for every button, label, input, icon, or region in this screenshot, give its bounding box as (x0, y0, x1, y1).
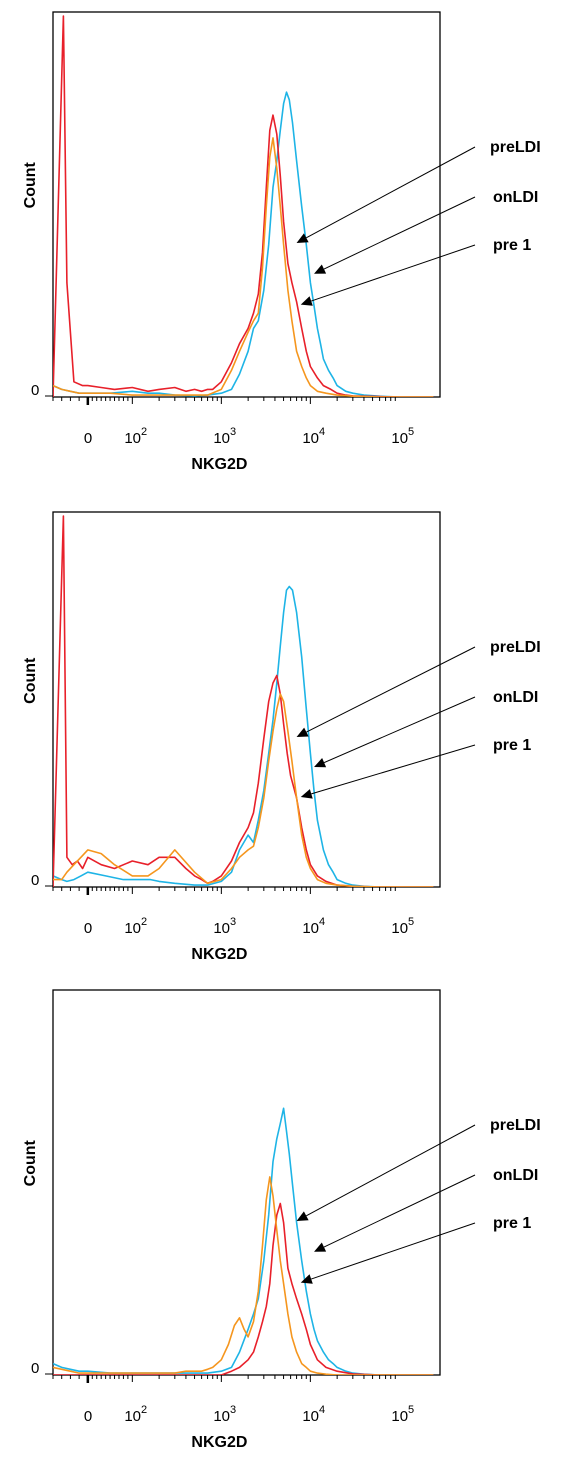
series-line-red (53, 15, 434, 397)
annotation-arrow-head (300, 789, 313, 799)
x-tick-exponent: 5 (408, 916, 414, 928)
x-tick-base: 10 (391, 430, 408, 447)
annotation-label: onLDI (493, 1167, 538, 1184)
x-tick-exponent: 2 (141, 916, 147, 928)
annotation-arrow-line (310, 244, 476, 302)
plot-frame (52, 11, 441, 398)
annotation-label: onLDI (493, 689, 538, 706)
x-tick-exponent: 4 (319, 916, 325, 928)
x-tick-base: 0 (84, 1408, 92, 1425)
annotation-arrow-line (323, 696, 476, 764)
x-tick-base: 10 (124, 1408, 141, 1425)
series-line-orange (53, 1176, 434, 1375)
annotation-arrow-head (314, 1242, 327, 1252)
x-tick-label: 0 (84, 1408, 92, 1425)
series-line-orange (53, 693, 434, 887)
x-tick-base: 10 (391, 920, 408, 937)
series-group (53, 1107, 434, 1375)
x-tick-label: 0 (84, 920, 92, 937)
x-tick-exponent: 4 (319, 1404, 325, 1416)
x-tick-label: 0 (84, 430, 92, 447)
plot-frame (52, 511, 441, 888)
x-tick-label: 105 (391, 426, 414, 447)
x-tick-label: 102 (124, 1404, 147, 1425)
x-tick-base: 10 (213, 430, 230, 447)
x-axis-label: NKG2D (191, 456, 247, 473)
annotation-arrow-head (314, 264, 327, 274)
x-tick-base: 10 (391, 1408, 408, 1425)
annotation-label: pre 1 (493, 737, 531, 754)
y-axis-label: Count (22, 1139, 39, 1186)
x-tick-exponent: 4 (319, 426, 325, 438)
x-tick-exponent: 3 (230, 916, 236, 928)
series-line-blue (53, 1107, 434, 1375)
x-tick-label: 103 (213, 916, 236, 937)
annotation-arrow-line (306, 1124, 476, 1217)
x-tick-label: 105 (391, 1404, 414, 1425)
series-group (53, 515, 434, 887)
series-line-orange (53, 137, 434, 397)
series-line-red (53, 515, 434, 887)
annotation-arrow-head (296, 233, 309, 243)
x-tick-label: 104 (302, 1404, 325, 1425)
x-tick-base: 10 (213, 920, 230, 937)
series-group (53, 15, 434, 397)
x-tick-base: 10 (302, 1408, 319, 1425)
annotation-label: preLDI (490, 1117, 541, 1134)
series-line-blue (53, 585, 434, 887)
x-tick-label: 103 (213, 426, 236, 447)
x-tick-label: 104 (302, 426, 325, 447)
y-axis-label: Count (22, 161, 39, 208)
x-tick-base: 0 (84, 430, 92, 447)
y-zero-label: 0 (31, 382, 39, 399)
y-axis-label: Count (22, 657, 39, 704)
annotation-label: pre 1 (493, 1215, 531, 1232)
x-tick-exponent: 5 (408, 426, 414, 438)
x-tick-label: 105 (391, 916, 414, 937)
x-tick-base: 10 (302, 920, 319, 937)
x-tick-base: 0 (84, 920, 92, 937)
annotation-arrow-line (306, 146, 476, 239)
y-zero-label: 0 (31, 872, 39, 889)
x-tick-exponent: 2 (141, 426, 147, 438)
annotation-arrow-line (310, 1222, 476, 1280)
annotation-label: pre 1 (493, 237, 531, 254)
plot-frame (52, 989, 441, 1376)
annotation-arrow-line (323, 196, 476, 270)
annotation-arrow-head (296, 727, 309, 737)
annotation-label: preLDI (490, 639, 541, 656)
y-zero-label: 0 (31, 1360, 39, 1377)
annotation-arrow-head (314, 758, 327, 768)
annotation-arrow-line (323, 1174, 476, 1248)
x-tick-exponent: 2 (141, 1404, 147, 1416)
x-tick-base: 10 (124, 920, 141, 937)
annotation-label: preLDI (490, 139, 541, 156)
x-tick-base: 10 (124, 430, 141, 447)
annotation-arrow-line (306, 646, 476, 733)
x-tick-exponent: 5 (408, 1404, 414, 1416)
x-axis-label: NKG2D (191, 1434, 247, 1451)
annotation-label: onLDI (493, 189, 538, 206)
annotation-arrow-head (300, 296, 313, 306)
annotation-arrow-line (311, 744, 476, 795)
x-tick-label: 102 (124, 426, 147, 447)
x-tick-base: 10 (302, 430, 319, 447)
x-tick-label: 104 (302, 916, 325, 937)
x-tick-base: 10 (213, 1408, 230, 1425)
annotation-arrow-head (300, 1274, 313, 1284)
x-axis-label: NKG2D (191, 946, 247, 963)
x-tick-exponent: 3 (230, 1404, 236, 1416)
series-line-red (53, 1202, 434, 1375)
x-tick-exponent: 3 (230, 426, 236, 438)
x-tick-label: 103 (213, 1404, 236, 1425)
annotation-arrow-head (296, 1211, 309, 1221)
x-tick-label: 102 (124, 916, 147, 937)
